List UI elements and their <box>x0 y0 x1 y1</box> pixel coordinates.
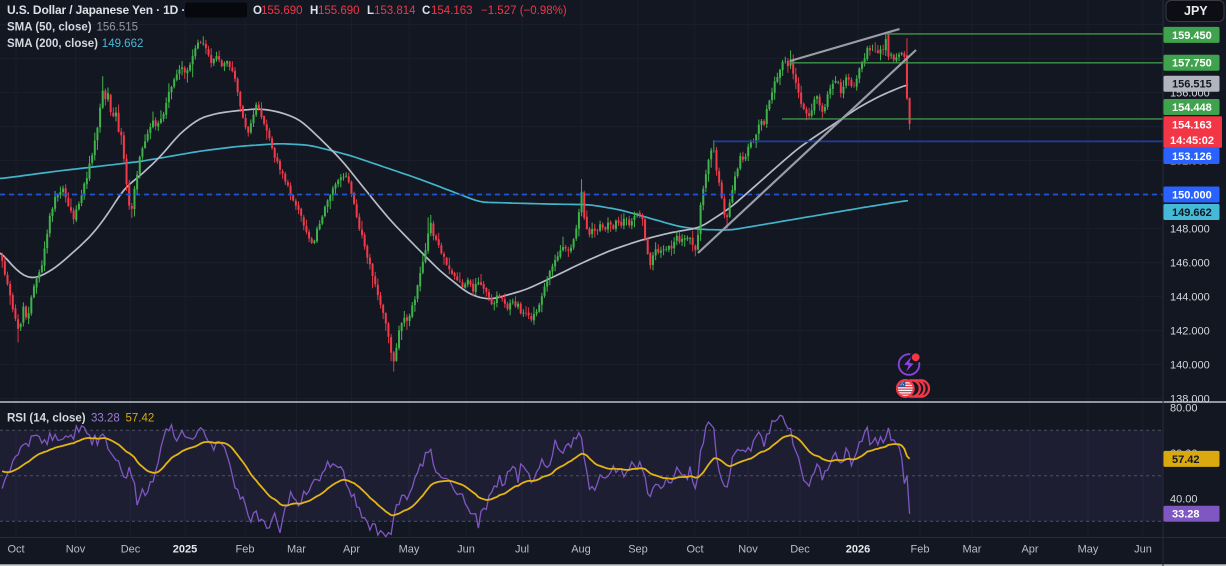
svg-text:156.515: 156.515 <box>97 22 139 34</box>
svg-text:142.000: 142.000 <box>1170 325 1210 337</box>
svg-text:RSI (14, close): RSI (14, close) <box>7 413 86 425</box>
svg-text:Apr: Apr <box>1021 544 1038 556</box>
svg-text:33.28: 33.28 <box>91 413 120 425</box>
svg-text:159.450: 159.450 <box>1172 30 1212 42</box>
svg-text:Jun: Jun <box>457 544 475 556</box>
svg-text:144.000: 144.000 <box>1170 291 1210 303</box>
svg-text:154.163: 154.163 <box>431 5 473 17</box>
svg-text:57.42: 57.42 <box>126 413 155 425</box>
svg-text:Apr: Apr <box>343 544 360 556</box>
svg-text:146.000: 146.000 <box>1170 257 1210 269</box>
svg-text:Mar: Mar <box>963 544 982 556</box>
svg-text:149.662: 149.662 <box>1172 207 1212 219</box>
svg-text:Oct: Oct <box>686 544 703 556</box>
svg-text:Jul: Jul <box>515 544 529 556</box>
svg-text:May: May <box>1078 544 1099 556</box>
svg-text:O: O <box>253 5 262 17</box>
svg-text:148.000: 148.000 <box>1170 223 1210 235</box>
svg-text:150.000: 150.000 <box>1172 189 1212 201</box>
svg-text:C: C <box>422 5 430 17</box>
svg-text:154.448: 154.448 <box>1172 102 1212 114</box>
svg-text:Aug: Aug <box>571 544 591 556</box>
svg-text:H: H <box>310 5 318 17</box>
svg-text:40.00: 40.00 <box>1170 493 1198 505</box>
svg-text:2025: 2025 <box>173 544 197 556</box>
svg-text:JPY: JPY <box>1184 4 1208 18</box>
svg-text:Nov: Nov <box>66 544 86 556</box>
svg-text:May: May <box>399 544 420 556</box>
svg-text:156.515: 156.515 <box>1172 79 1212 91</box>
svg-text:138.000: 138.000 <box>1170 393 1210 405</box>
svg-text:SMA (50, close): SMA (50, close) <box>7 22 92 34</box>
svg-text:U.S. Dollar / Japanese Yen · 1: U.S. Dollar / Japanese Yen · 1D · <box>7 3 185 17</box>
svg-text:153.126: 153.126 <box>1172 151 1212 163</box>
svg-text:2026: 2026 <box>846 544 870 556</box>
svg-text:Nov: Nov <box>738 544 758 556</box>
svg-text:157.750: 157.750 <box>1172 58 1212 70</box>
svg-text:L: L <box>367 5 374 17</box>
svg-text:155.690: 155.690 <box>261 5 303 17</box>
svg-text:Mar: Mar <box>287 544 306 556</box>
svg-text:SMA (200, close): SMA (200, close) <box>7 38 98 50</box>
svg-text:155.690: 155.690 <box>318 5 360 17</box>
svg-text:149.662: 149.662 <box>102 38 144 50</box>
svg-text:80.00: 80.00 <box>1170 402 1198 414</box>
svg-text:Jun: Jun <box>1134 544 1152 556</box>
svg-text:Dec: Dec <box>121 544 141 556</box>
svg-text:Dec: Dec <box>790 544 810 556</box>
svg-text:140.000: 140.000 <box>1170 359 1210 371</box>
svg-text:57.42: 57.42 <box>1172 454 1200 466</box>
svg-text:Sep: Sep <box>628 544 648 556</box>
svg-text:14:45:02: 14:45:02 <box>1170 135 1214 147</box>
svg-text:Oct: Oct <box>7 544 24 556</box>
svg-text:153.814: 153.814 <box>374 5 416 17</box>
svg-text:154.163: 154.163 <box>1172 119 1212 131</box>
svg-text:Feb: Feb <box>236 544 255 556</box>
svg-text:33.28: 33.28 <box>1172 509 1200 521</box>
svg-text:−1.527 (−0.98%): −1.527 (−0.98%) <box>481 5 567 17</box>
svg-text:Feb: Feb <box>911 544 930 556</box>
